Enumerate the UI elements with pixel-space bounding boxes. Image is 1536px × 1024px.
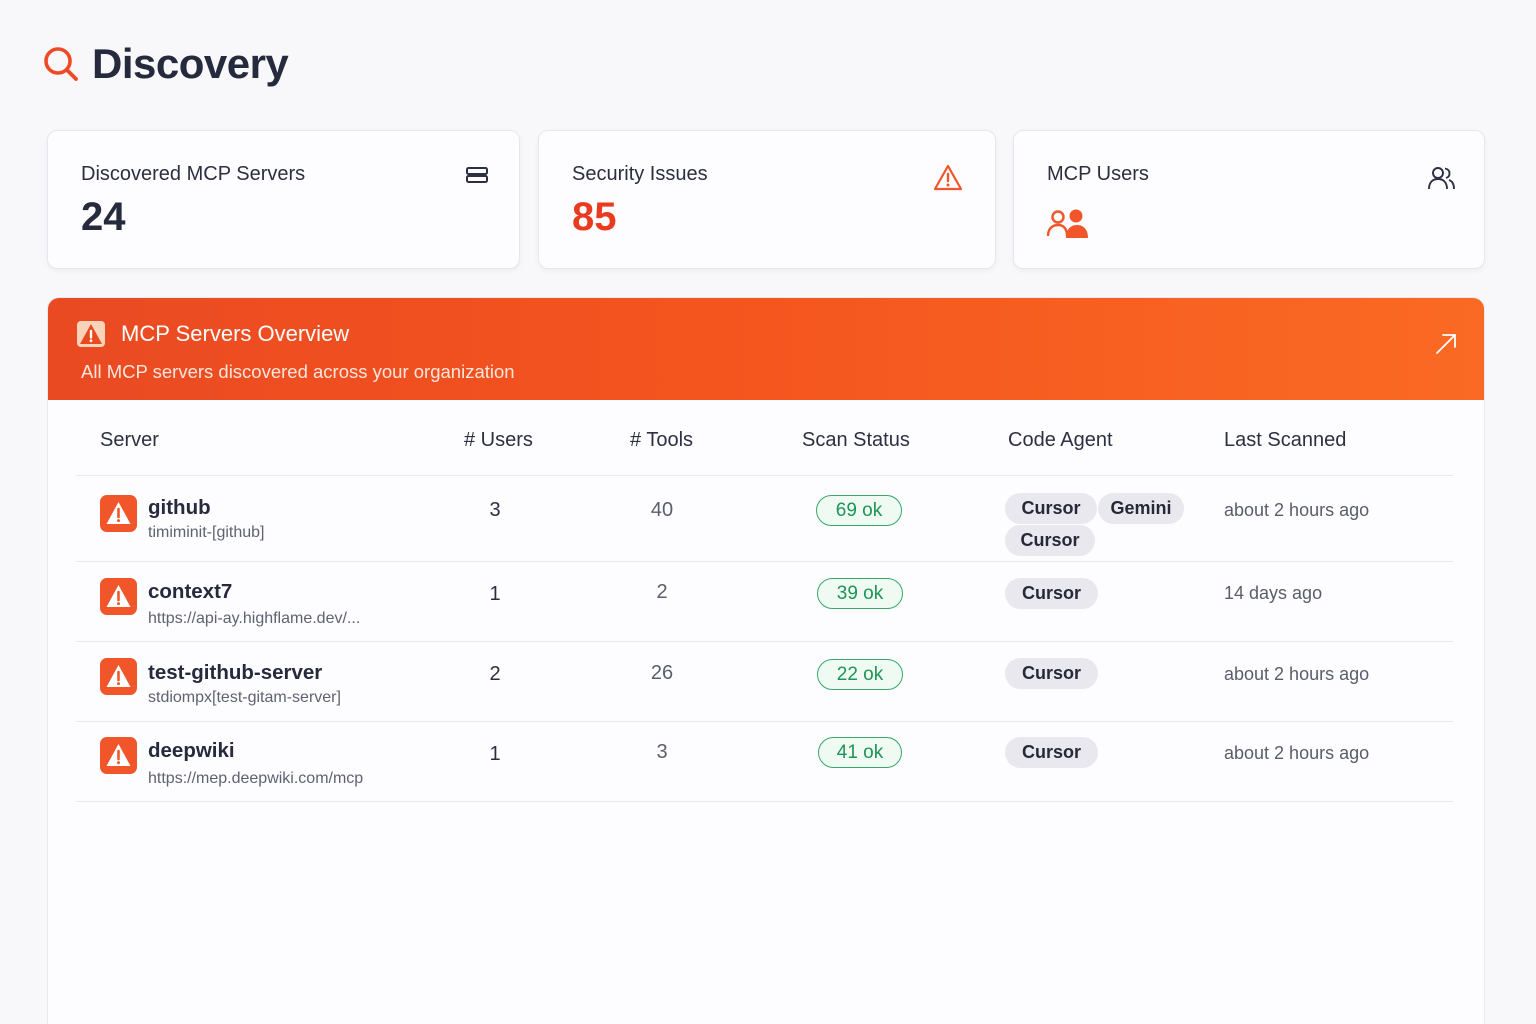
- column-header-code-agent[interactable]: Code Agent: [1008, 429, 1113, 451]
- tools-count: 40: [650, 499, 674, 521]
- arrow-up-right-icon[interactable]: [1434, 332, 1458, 356]
- discovered-servers-card[interactable]: Discovered MCP Servers 24: [47, 130, 520, 269]
- scan-status-badge: 69 ok: [816, 495, 902, 526]
- users-count: 1: [489, 583, 501, 605]
- overview-title: MCP Servers Overview: [121, 321, 350, 346]
- warning-icon: [77, 321, 105, 347]
- tools-count: 3: [656, 741, 668, 763]
- overview-banner: MCP Servers Overview All MCP servers dis…: [48, 298, 1484, 400]
- servers-count: 24: [81, 195, 126, 239]
- warning-icon: [100, 658, 137, 695]
- agent-chip: Cursor: [1005, 525, 1095, 556]
- table-row[interactable]: test-github-server stdiompx[test-gitam-s…: [76, 642, 1453, 722]
- column-header-users[interactable]: # Users: [464, 429, 533, 451]
- last-scanned: about 2 hours ago: [1224, 743, 1370, 763]
- last-scanned: about 2 hours ago: [1224, 500, 1370, 520]
- server-source: https://mep.deepwiki.com/mcp: [148, 770, 364, 787]
- column-header-last-scanned[interactable]: Last Scanned: [1224, 429, 1347, 451]
- server-source: timiminit-[github]: [148, 524, 265, 541]
- column-header-scan-status[interactable]: Scan Status: [802, 429, 910, 451]
- agent-chip: Cursor: [1005, 578, 1098, 609]
- agent-chip: Cursor: [1005, 493, 1097, 524]
- server-source: https://api-ay.highflame.dev/...: [148, 610, 361, 627]
- agent-chip: Gemini: [1098, 493, 1184, 524]
- users-count: 3: [489, 499, 501, 521]
- card-label: MCP Users: [1047, 163, 1149, 185]
- tools-count: 2: [656, 581, 668, 603]
- security-issues-card[interactable]: Security Issues 85: [538, 130, 996, 269]
- column-header-server[interactable]: Server: [100, 429, 159, 451]
- table-row[interactable]: deepwiki https://mep.deepwiki.com/mcp 1 …: [76, 722, 1453, 802]
- last-scanned: about 2 hours ago: [1224, 664, 1370, 684]
- users-icon: [1428, 167, 1455, 190]
- mcp-users-card[interactable]: MCP Users: [1013, 130, 1485, 269]
- warning-icon: [100, 495, 137, 532]
- users-count: 2: [489, 663, 501, 685]
- table-header: Server # Users # Tools Scan Status Code …: [76, 400, 1453, 476]
- card-label: Security Issues: [572, 163, 708, 185]
- column-header-tools[interactable]: # Tools: [630, 429, 694, 451]
- server-name[interactable]: test-github-server: [148, 661, 323, 684]
- table-row[interactable]: github timiminit-[github] 3 40 69 ok Cur…: [76, 476, 1453, 562]
- users-icon: [1046, 209, 1088, 238]
- table-row[interactable]: context7 https://api-ay.highflame.dev/..…: [76, 562, 1453, 642]
- server-source: stdiompx[test-gitam-server]: [148, 689, 341, 706]
- issues-count: 85: [572, 195, 617, 239]
- warning-icon: [100, 737, 137, 774]
- scan-status-badge: 41 ok: [818, 737, 902, 768]
- page-title: Discovery: [92, 40, 289, 87]
- server-name[interactable]: github: [148, 496, 211, 519]
- search-icon: [44, 47, 78, 81]
- server-name[interactable]: context7: [148, 580, 233, 603]
- agent-chip: Cursor: [1005, 658, 1098, 689]
- users-count: 1: [489, 743, 501, 765]
- scan-status-badge: 22 ok: [817, 659, 903, 690]
- last-scanned: 14 days ago: [1224, 583, 1323, 603]
- agent-chip: Cursor: [1005, 737, 1098, 768]
- card-label: Discovered MCP Servers: [81, 163, 306, 185]
- overview-subtitle: All MCP servers discovered across your o…: [81, 361, 515, 382]
- server-icon: [466, 167, 488, 183]
- scan-status-badge: 39 ok: [817, 578, 903, 609]
- warning-icon: [100, 578, 137, 615]
- server-name[interactable]: deepwiki: [148, 739, 235, 762]
- servers-overview-panel: MCP Servers Overview All MCP servers dis…: [47, 297, 1485, 1024]
- page-header: Discovery: [42, 40, 289, 88]
- warning-icon: [933, 164, 963, 191]
- servers-table: Server # Users # Tools Scan Status Code …: [76, 400, 1453, 802]
- tools-count: 26: [650, 662, 674, 684]
